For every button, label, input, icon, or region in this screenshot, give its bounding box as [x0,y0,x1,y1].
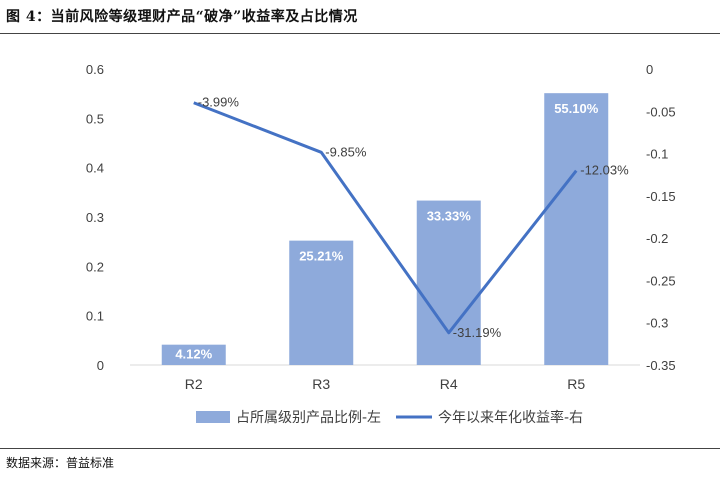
line-data-label: -31.19% [453,325,502,340]
line-series [193,101,578,335]
legend-bar-label: 占所属级别产品比例-左 [236,410,381,426]
top-divider [0,33,720,34]
category-label: R5 [567,376,585,392]
line-data-label: -12.03% [580,163,629,178]
right-tick-label: -0.35 [646,358,676,373]
left-tick-label: 0.4 [86,161,104,176]
left-tick-label: 0.5 [86,111,104,126]
bottom-divider [0,448,720,449]
combo-chart: 0 0.1 0.2 0.3 0.4 0.5 0.6 0 -0.05 -0.1 -0.15 -0.2 -… [86,62,676,426]
legend-line-label: 今年以来年化收益率-右 [438,409,583,426]
right-tick-label: 0 [646,62,653,77]
bar-R4 [416,200,481,365]
category-label: R3 [312,376,330,392]
bar-data-labels: 4.12% 25.21% 33.33% 55.10% [175,101,598,362]
bar-data-label: 25.21% [299,249,344,264]
right-tick-label: -0.2 [646,231,668,246]
right-tick-label: -0.15 [646,189,676,204]
bar-R3 [289,240,354,365]
legend: 占所属级别产品比例-左 今年以来年化收益率-右 [196,409,583,426]
right-tick-label: -0.3 [646,316,668,331]
right-tick-label: -0.1 [646,147,668,162]
bar-R2 [161,344,226,365]
left-tick-label: 0 [97,358,104,373]
bar-R5 [544,93,609,365]
line-data-label: -9.85% [325,144,367,159]
bar-data-label: 55.10% [554,101,599,116]
figure-title: 图 4：当前风险等级理财产品“破净”收益率及占比情况 [6,9,358,25]
bar-series [161,93,609,365]
category-label: R2 [185,376,203,392]
right-tick-label: -0.05 [646,104,676,119]
category-label: R4 [440,376,458,392]
left-tick-label: 0.6 [86,62,104,77]
left-axis-ticks: 0 0.1 0.2 0.3 0.4 0.5 0.6 [86,62,104,373]
x-axis-ticks: R2 R3 R4 R5 [185,376,586,392]
left-tick-label: 0.2 [86,259,104,274]
left-tick-label: 0.3 [86,210,104,225]
line-data-label: -3.99% [198,95,240,110]
source-note: 数据来源：普益标准 [6,456,115,470]
bar-data-label: 33.33% [427,209,472,224]
bar-data-label: 4.12% [175,347,212,362]
left-tick-label: 0.1 [86,309,104,324]
right-tick-label: -0.25 [646,273,676,288]
legend-bar-swatch [196,411,230,423]
right-axis-ticks: 0 -0.05 -0.1 -0.15 -0.2 -0.25 -0.3 -0.35 [646,62,676,373]
line-data-labels: -3.99% -9.85% -31.19% -12.03% [198,95,629,340]
